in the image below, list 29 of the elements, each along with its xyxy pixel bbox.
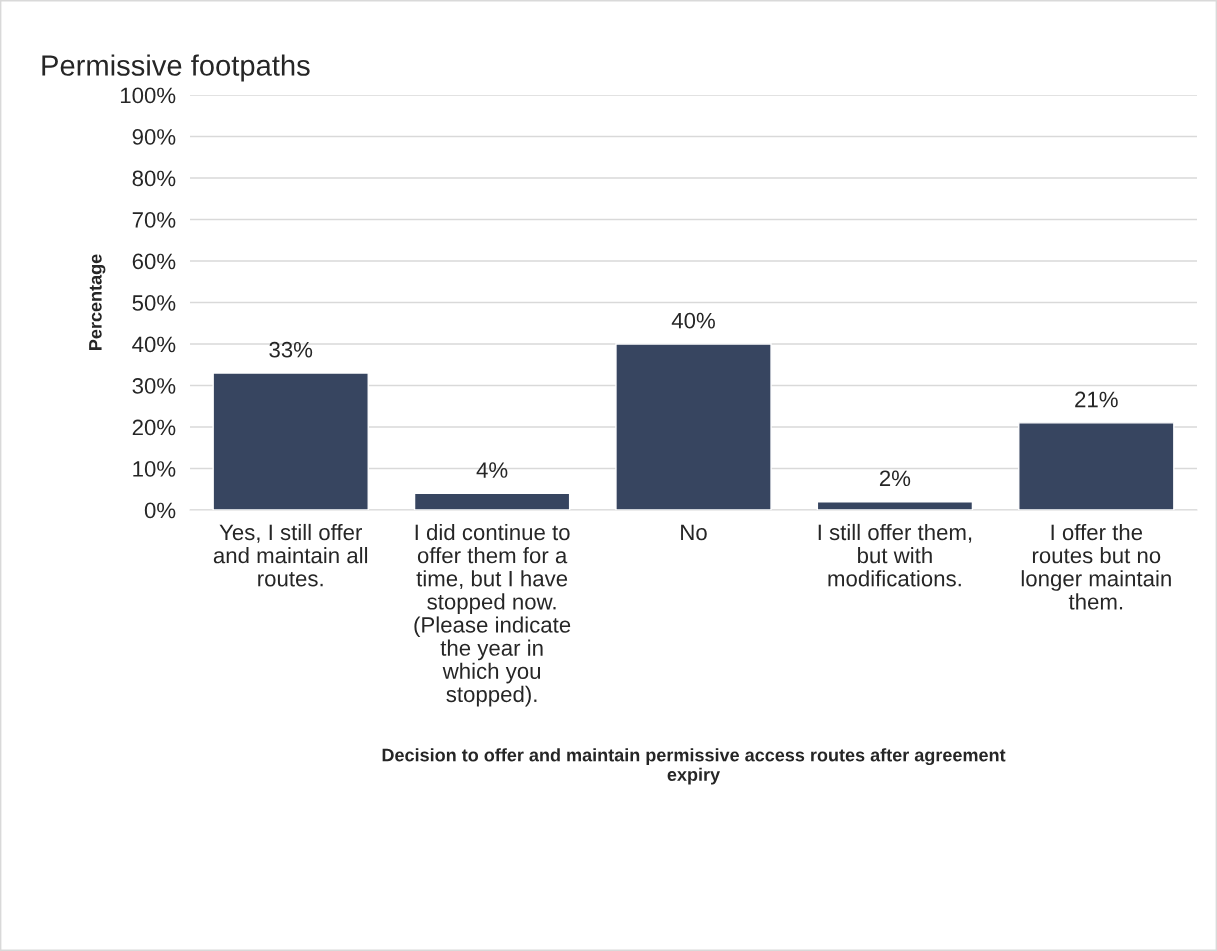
bar	[1018, 422, 1175, 510]
y-tick-label: 80%	[132, 170, 176, 187]
bar	[615, 343, 772, 510]
y-tick-label: 20%	[132, 419, 176, 436]
x-tick-label: No	[681, 524, 707, 541]
x-tick-label: I offer the routes but no longer maintain them.	[1021, 523, 1171, 610]
y-tick-label: 30%	[132, 378, 176, 394]
bar	[816, 501, 974, 510]
y-axis-title: Percentage	[89, 254, 106, 350]
bar	[212, 372, 369, 510]
data-label: 4%	[476, 462, 508, 478]
y-tick-label: 60%	[132, 253, 176, 270]
x-axis-title: Decision to offer and maintain permissive access routes after agreement expiry	[382, 748, 1006, 785]
data-label: 21%	[1075, 391, 1118, 408]
x-tick-label: I did continue to offer them for a time, but I have stopped now. (Please indicate the year in which you stopped).	[414, 523, 571, 707]
data-label: 40%	[671, 312, 715, 329]
y-tick-label: 0%	[144, 502, 176, 519]
bar	[413, 492, 571, 510]
x-tick-label: Yes, I still offer and maintain all routes.	[213, 523, 368, 587]
y-tick-label: 90%	[132, 129, 176, 145]
data-label: 33%	[269, 341, 313, 358]
x-tick-label: I still offer them, but with modifications.	[818, 523, 972, 587]
y-tick-label: 10%	[133, 461, 176, 477]
chart-title: Permissive footpaths	[42, 54, 310, 82]
y-tick-label: 50%	[132, 295, 176, 311]
data-label: 2%	[879, 470, 911, 487]
y-tick-label: 100%	[120, 87, 176, 104]
y-tick-label: 40%	[132, 336, 176, 353]
y-tick-label: 70%	[132, 212, 176, 228]
